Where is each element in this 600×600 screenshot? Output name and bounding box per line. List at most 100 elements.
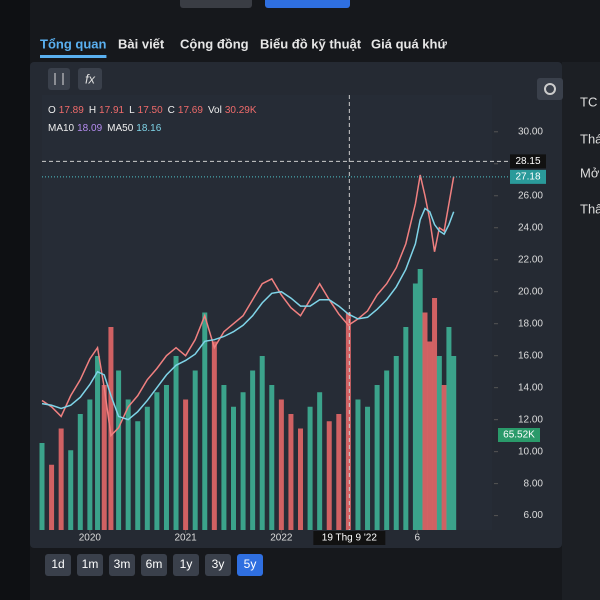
price-line — [41, 207, 455, 421]
crosshair-y-box — [510, 154, 546, 169]
volume-bar — [384, 370, 390, 530]
volume-bar — [154, 392, 160, 530]
volume-bar — [412, 283, 418, 530]
y-tick-label: 8.00 — [524, 478, 544, 489]
volume-bar — [374, 385, 380, 530]
volume-bar — [422, 312, 428, 530]
follow-button[interactable] — [265, 0, 350, 8]
volume-bar — [221, 385, 227, 530]
volume-bar — [230, 406, 236, 530]
volume-bar — [144, 406, 150, 530]
ma-value: 18.16 — [136, 123, 161, 134]
volume-bar — [240, 392, 246, 530]
range-label[interactable]: 6m — [146, 557, 163, 571]
volume-bar — [125, 399, 131, 530]
tab[interactable]: Cộng đồng — [180, 36, 249, 51]
ohlc-value: 17.50 — [138, 105, 163, 116]
y-tick-label: 18.00 — [518, 318, 543, 329]
candle-button[interactable] — [48, 68, 70, 90]
volume-label: 65.52K — [503, 430, 535, 441]
volume-bar — [211, 341, 217, 530]
volume-bar — [202, 312, 208, 530]
volume-bar — [345, 312, 351, 530]
range-button[interactable] — [205, 554, 231, 576]
volume-bar — [39, 443, 45, 530]
range-button[interactable] — [109, 554, 135, 576]
range-label[interactable]: 1m — [82, 557, 99, 571]
side-label: TC — [580, 94, 597, 109]
ma-legend: MA10 18.09 MA50 18.16 — [48, 123, 162, 134]
x-tick-label: 2022 — [270, 533, 293, 544]
volume-bar — [87, 399, 93, 530]
ohlc-legend: O 17.89 H 17.91 L 17.50 C 17.69 Vol 30.29K — [48, 105, 257, 116]
y-tick-label: 12.00 — [518, 414, 543, 425]
volume-bar — [192, 370, 198, 530]
volume-bar — [95, 356, 101, 530]
range-label[interactable]: 1y — [180, 557, 193, 571]
ohlc-key: O — [48, 105, 56, 116]
side-label: Mở — [580, 165, 600, 180]
volume-bar — [163, 385, 169, 530]
x-tick-label: 2021 — [174, 533, 197, 544]
tab[interactable]: Tổng quan — [40, 36, 106, 51]
volume-bar — [403, 327, 409, 530]
volume-bar — [183, 399, 189, 530]
y-tick-label: 14.00 — [518, 382, 543, 393]
ohlc-value: 17.69 — [178, 105, 203, 116]
volume-bar — [365, 406, 371, 530]
volume-bar — [326, 421, 332, 530]
left-strip — [0, 0, 30, 600]
fx-button[interactable] — [78, 68, 102, 90]
volume-bar — [441, 385, 447, 530]
range-label[interactable]: 1d — [51, 557, 64, 571]
last-price-label: 27.18 — [515, 172, 540, 183]
tab[interactable]: Giá quá khứ — [371, 36, 447, 51]
tab[interactable]: Bài viết — [118, 36, 165, 51]
volume-bar — [355, 399, 361, 530]
y-tick-label: 20.00 — [518, 286, 543, 297]
ohlc-key: L — [129, 105, 135, 116]
volume-box — [498, 427, 540, 442]
range-button[interactable] — [237, 554, 263, 576]
range-button[interactable] — [173, 554, 199, 576]
ohlc-value: 17.91 — [99, 105, 124, 116]
volume-bar — [269, 385, 275, 530]
range-button[interactable] — [45, 554, 71, 576]
ohlc-key: Vol — [208, 105, 222, 116]
side-panel — [562, 62, 600, 600]
volume-bar — [432, 298, 438, 530]
volume-bar — [298, 428, 304, 530]
volume-bar — [173, 356, 179, 530]
x-tick-label: 2020 — [79, 533, 102, 544]
range-button[interactable] — [141, 554, 167, 576]
range-button[interactable] — [77, 554, 103, 576]
crosshair-y-label: 28.15 — [515, 156, 540, 167]
range-label[interactable]: 5y — [244, 557, 257, 571]
volume-bar — [116, 370, 122, 530]
y-tick-label: 30.00 — [518, 126, 543, 137]
volume-bar — [307, 406, 313, 530]
candle-icon — [54, 73, 64, 85]
volume-bar — [417, 269, 423, 530]
price-line — [41, 174, 455, 438]
tab[interactable]: Biểu đồ kỹ thuật — [260, 36, 362, 51]
last-price-box — [510, 169, 546, 184]
volume-bar — [446, 327, 452, 530]
ohlc-value: 17.89 — [59, 105, 84, 116]
side-label: Thá — [580, 131, 600, 146]
volume-bar — [108, 327, 114, 530]
top-button[interactable] — [180, 0, 252, 8]
volume-bar — [427, 341, 433, 530]
volume-bar — [250, 370, 256, 530]
y-tick-label: 22.00 — [518, 254, 543, 265]
tab-underline — [40, 55, 107, 58]
volume-bar — [68, 450, 74, 530]
crosshair-x-box — [313, 531, 386, 545]
settings-button[interactable] — [537, 78, 563, 100]
fx-icon: fx — [85, 71, 96, 86]
ma-key: MA10 — [48, 123, 75, 134]
range-label[interactable]: 3m — [114, 557, 131, 571]
range-label[interactable]: 3y — [212, 557, 225, 571]
y-tick-label: 26.00 — [518, 190, 543, 201]
